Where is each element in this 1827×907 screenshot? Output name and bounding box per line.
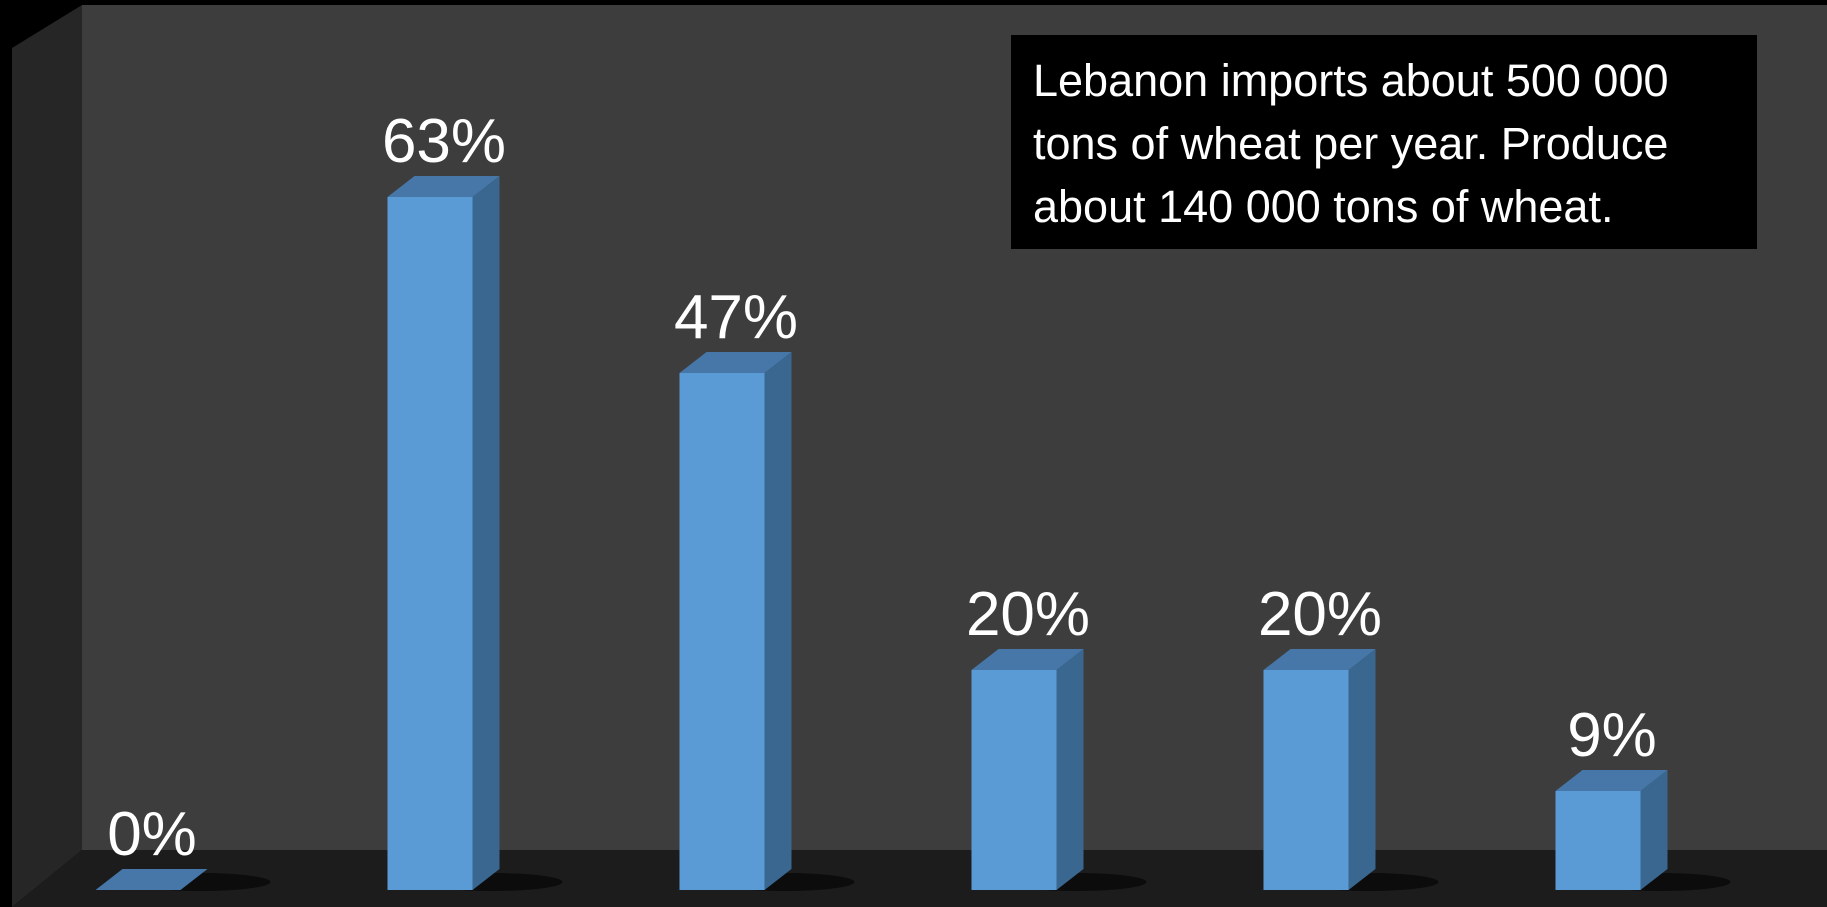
annotation-box: Lebanon imports about 500 000 tons of wh… [1011,35,1757,249]
data-labels: 0% 63% 47% 20% 20% 9% [107,107,1657,869]
data-label: 9% [1567,701,1657,770]
annotation-text: Lebanon imports about 500 000 tons of wh… [1033,55,1682,232]
bar-top [971,649,1084,670]
bar-side [1056,649,1084,890]
data-label: 47% [674,283,798,352]
data-label: 0% [107,800,197,869]
bar-top [1263,649,1376,670]
bar-side [764,352,792,890]
bar-side [1348,649,1376,890]
bar [971,670,1057,890]
floor [12,850,1827,907]
data-label: 20% [966,580,1090,649]
bar-top [387,176,500,197]
bar-series [95,176,1731,891]
bar [1263,670,1349,890]
side-wall [12,5,82,907]
bar [1555,791,1641,890]
bar [679,373,765,890]
bar [387,197,473,890]
data-label: 20% [1258,580,1382,649]
bar-top [1555,770,1668,791]
bar-top [95,869,208,890]
bar-side [472,176,500,890]
bar-side [1640,770,1668,890]
bar-top [679,352,792,373]
data-label: 63% [382,107,506,176]
